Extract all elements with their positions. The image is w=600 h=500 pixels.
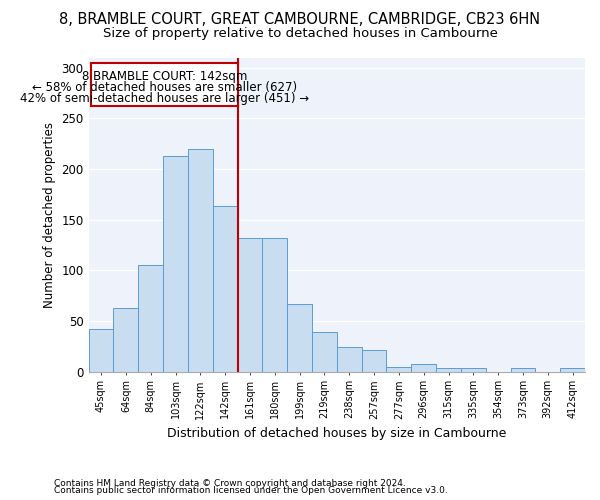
Bar bbox=[411, 364, 436, 372]
Text: ← 58% of detached houses are smaller (627): ← 58% of detached houses are smaller (62… bbox=[32, 81, 297, 94]
Bar bbox=[262, 238, 287, 372]
Bar bbox=[287, 304, 312, 372]
FancyBboxPatch shape bbox=[91, 62, 238, 106]
Bar bbox=[188, 148, 213, 372]
Bar bbox=[461, 368, 486, 372]
Text: 42% of semi-detached houses are larger (451) →: 42% of semi-detached houses are larger (… bbox=[20, 92, 309, 105]
Text: Contains HM Land Registry data © Crown copyright and database right 2024.: Contains HM Land Registry data © Crown c… bbox=[54, 478, 406, 488]
Bar bbox=[238, 238, 262, 372]
Text: Size of property relative to detached houses in Cambourne: Size of property relative to detached ho… bbox=[103, 28, 497, 40]
Bar bbox=[213, 206, 238, 372]
Text: 8 BRAMBLE COURT: 142sqm: 8 BRAMBLE COURT: 142sqm bbox=[82, 70, 247, 82]
Bar bbox=[362, 350, 386, 372]
Bar bbox=[386, 368, 411, 372]
Bar bbox=[138, 265, 163, 372]
Text: 8, BRAMBLE COURT, GREAT CAMBOURNE, CAMBRIDGE, CB23 6HN: 8, BRAMBLE COURT, GREAT CAMBOURNE, CAMBR… bbox=[59, 12, 541, 28]
Y-axis label: Number of detached properties: Number of detached properties bbox=[43, 122, 56, 308]
Bar bbox=[436, 368, 461, 372]
Bar bbox=[312, 332, 337, 372]
Bar bbox=[163, 156, 188, 372]
X-axis label: Distribution of detached houses by size in Cambourne: Distribution of detached houses by size … bbox=[167, 427, 506, 440]
Bar bbox=[560, 368, 585, 372]
Bar bbox=[337, 347, 362, 372]
Bar bbox=[511, 368, 535, 372]
Bar bbox=[113, 308, 138, 372]
Bar bbox=[89, 329, 113, 372]
Text: Contains public sector information licensed under the Open Government Licence v3: Contains public sector information licen… bbox=[54, 486, 448, 495]
